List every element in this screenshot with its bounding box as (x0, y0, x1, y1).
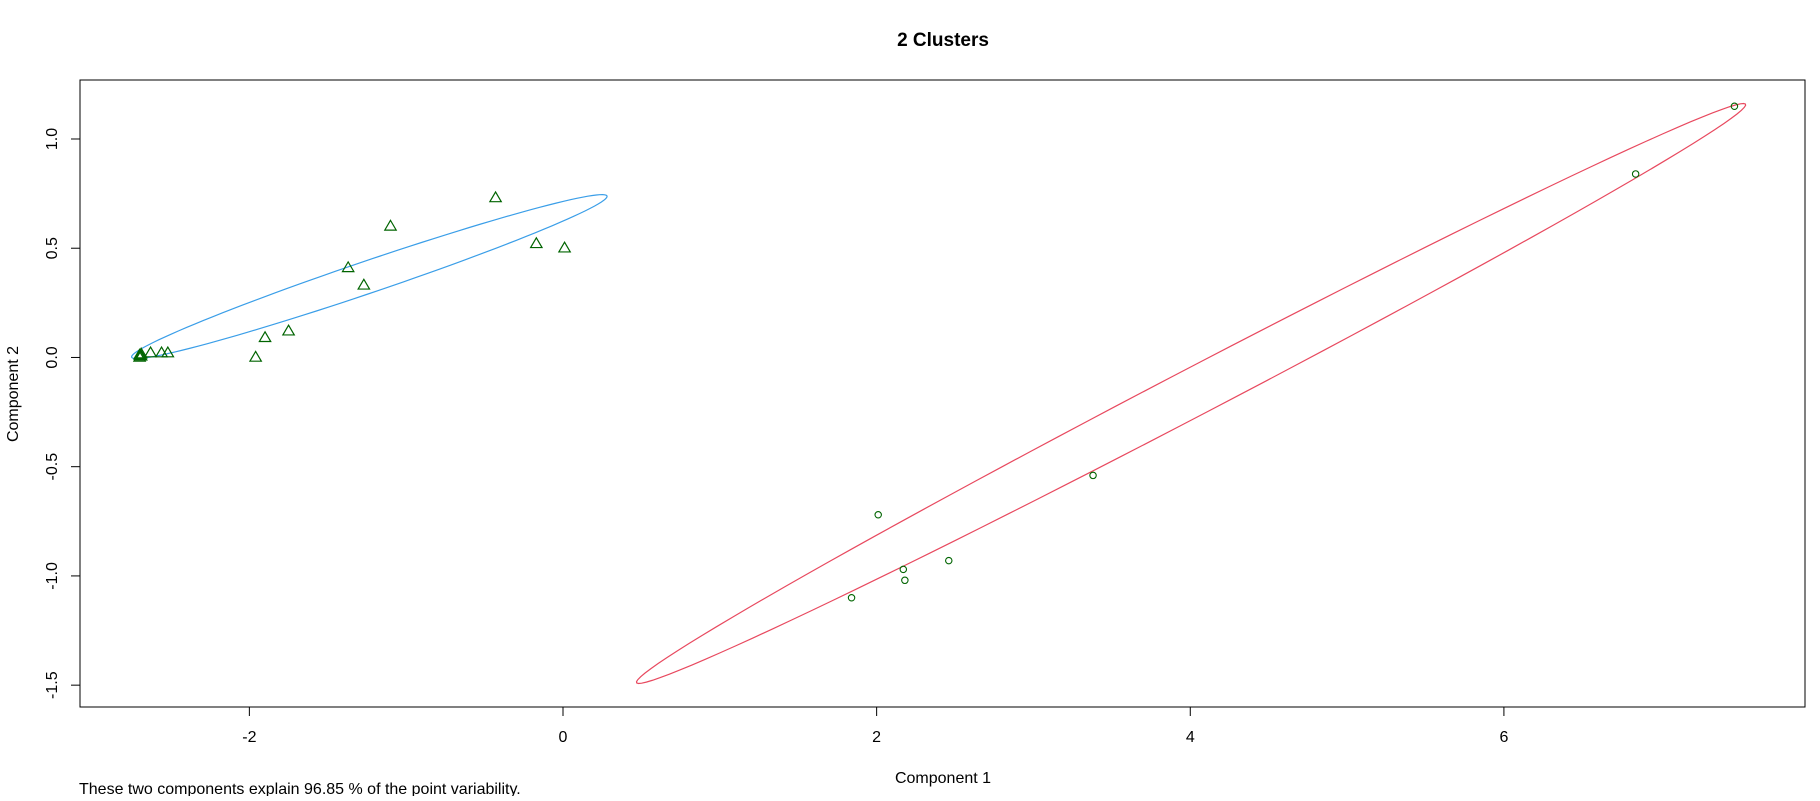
x-tick-label: 4 (1186, 729, 1195, 746)
cluster-1-point (248, 350, 263, 362)
cluster-1-ellipse (130, 194, 608, 360)
cluster-1-point (134, 349, 148, 361)
y-tick-label: 1.0 (44, 128, 61, 150)
cluster-1-point (143, 345, 158, 358)
cluster-2-point (1730, 102, 1739, 110)
y-axis: -1.5 -1.0 -0.5 0.0 0.5 1.0 (44, 128, 81, 699)
y-tick-label: -1.0 (44, 562, 61, 590)
plot-frame (79, 79, 1806, 708)
x-axis: -2 0 2 4 6 (242, 706, 1508, 746)
x-axis-label: Component 1 (895, 770, 991, 787)
cluster-2-point (945, 556, 953, 565)
cluster-ellipses (130, 102, 1747, 685)
chart-title: 2 Clusters (897, 30, 989, 51)
cluster-1-point (281, 324, 296, 336)
cluster-2-point (899, 565, 908, 574)
x-tick-label: 6 (1499, 729, 1508, 746)
cluster-1-point (341, 260, 355, 273)
x-tick-label: 0 (559, 729, 568, 746)
cluster-1-point (357, 278, 371, 290)
cluster-1-point (529, 236, 544, 249)
cluster-2-point (1089, 471, 1097, 480)
chart-subtitle: These two components explain 96.85 % of … (79, 781, 521, 796)
cluster-2-point (901, 576, 909, 585)
y-tick-label: -0.5 (44, 453, 61, 481)
cluster-1-point (258, 330, 272, 343)
x-tick-label: -2 (242, 729, 256, 746)
cluster-2-point (874, 510, 882, 519)
cluster-2-point (847, 594, 856, 602)
cluster-2-ellipse (635, 102, 1747, 685)
cluster-1-point (161, 345, 175, 358)
y-tick-label: -1.5 (44, 671, 61, 699)
y-tick-label: 0.5 (44, 237, 61, 259)
y-tick-label: 0.0 (44, 346, 61, 368)
cluster-1-point (557, 241, 572, 253)
data-points (132, 102, 1739, 602)
y-axis-label: Component 2 (5, 346, 22, 442)
cluster-1-point (383, 219, 398, 231)
x-tick-label: 2 (872, 729, 881, 746)
cluster-1-point (488, 190, 503, 203)
cluster-2-point (1631, 170, 1640, 178)
cluster-1-point (132, 348, 147, 360)
cluster-1-point (134, 346, 148, 359)
